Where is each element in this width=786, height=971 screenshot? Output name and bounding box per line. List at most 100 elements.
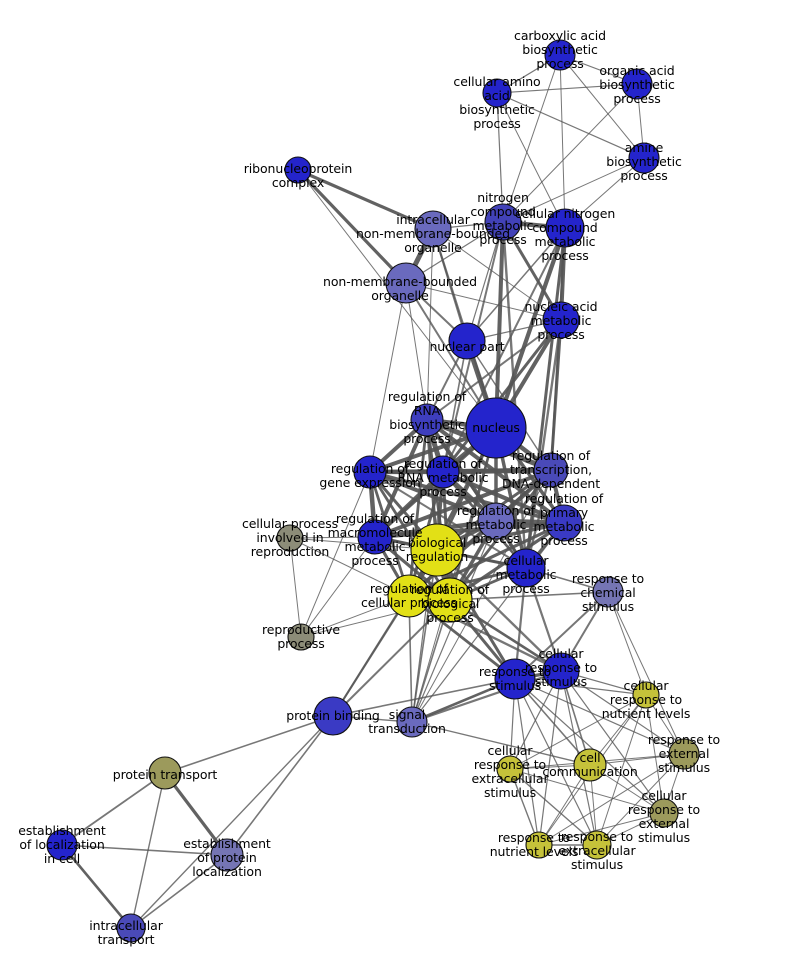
graph-edge (296, 168, 408, 285)
graph-node-signal_transduction[interactable]: signal transduction (396, 706, 428, 738)
graph-edge (332, 678, 516, 717)
graph-edge (411, 469, 552, 723)
graph-node-cell_communication[interactable]: cell communication (573, 748, 607, 782)
graph-edge (496, 92, 645, 159)
graph-edge (130, 854, 228, 929)
graph-node-regulation_of_macromolecule_metabolic_process[interactable]: regulation of macromolecule metabolic pr… (357, 519, 393, 555)
graph-node-nucleus[interactable]: nucleus (465, 397, 527, 459)
graph-node-carboxylic_acid_biosynthetic_process[interactable]: carboxylic acid biosynthetic process (544, 39, 576, 71)
graph-edge (559, 54, 566, 229)
graph-node-cellular_response_to_stimulus[interactable]: cellular response to stimulus (542, 652, 580, 690)
graph-edge (300, 471, 371, 638)
graph-edge (289, 537, 302, 638)
graph-edge (514, 678, 647, 696)
graph-edge (538, 670, 562, 846)
graph-node-cellular_response_to_external_stimulus[interactable]: cellular response to external stimulus (649, 798, 679, 828)
graph-edge (164, 715, 334, 774)
graph-edge (60, 843, 133, 930)
graph-edge (607, 591, 685, 755)
graph-node-response_to_external_stimulus[interactable]: response to external stimulus (668, 738, 700, 770)
graph-edge (442, 227, 566, 473)
graph-edge (494, 220, 505, 430)
graph-edge (426, 319, 562, 421)
graph-node-regulation_of_primary_metabolic_process[interactable]: regulation of primary metabolic process (545, 504, 583, 542)
graph-edge (514, 678, 685, 755)
graph-node-intracellular_transport[interactable]: intracellular transport (116, 913, 146, 943)
graph-node-regulation_of_biological_process[interactable]: regulation of biological process (427, 577, 473, 623)
graph-edge (332, 595, 410, 717)
graph-node-nucleic_acid_metabolic_process[interactable]: nucleic acid metabolic process (542, 301, 580, 339)
graph-edge (289, 537, 410, 597)
graph-node-intracellular_non_membrane_bounded_organelle[interactable]: intracellular non-membrane-bounded organ… (414, 210, 452, 248)
graph-node-cellular_process_involved_in_reproduction[interactable]: cellular process involved in reproductio… (276, 524, 304, 552)
graph-node-cellular_response_to_extracellular_stimulus[interactable]: cellular response to extracellular stimu… (496, 755, 524, 783)
graph-node-response_to_nutrient_levels[interactable]: response to nutrient levels (525, 831, 553, 859)
graph-edge (596, 694, 647, 846)
graph-node-protein_transport[interactable]: protein transport (148, 756, 182, 790)
graph-node-cellular_metabolic_process[interactable]: cellular metabolic process (506, 548, 546, 588)
graph-edge (538, 753, 685, 846)
graph-edge (163, 771, 229, 857)
graph-node-amine_biosynthetic_process[interactable]: amine biosynthetic process (628, 142, 660, 174)
graph-edge (559, 54, 645, 159)
graph-edge (560, 670, 685, 755)
graph-edge (449, 591, 609, 601)
graph-node-nitrogen_compound_metabolic_process[interactable]: nitrogen compound metabolic process (484, 203, 522, 241)
graph-edge (61, 844, 228, 856)
graph-node-regulation_of_transcription_dna_dependent[interactable]: regulation of transcription, DNA-depende… (533, 452, 569, 488)
graph-edge (496, 92, 504, 223)
graph-edge (509, 768, 540, 846)
graph-node-ribonucleoprotein_complex[interactable]: ribonucleoprotein complex (284, 156, 312, 184)
graph-node-regulation_of_cellular_process[interactable]: regulation of cellular process (387, 574, 431, 618)
graph-edge (411, 427, 497, 723)
graph-node-response_to_chemical_stimulus[interactable]: response to chemical stimulus (592, 576, 624, 608)
graph-node-cellular_nitrogen_compound_metabolic_process[interactable]: cellular nitrogen compound metabolic pro… (545, 208, 585, 248)
graph-node-non_membrane_bounded_organelle[interactable]: non-membrane-bounded organelle (385, 262, 427, 304)
graph-edge (435, 548, 563, 673)
graph-edge (509, 694, 647, 770)
graph-node-biological_regulation[interactable]: biological regulation (410, 523, 464, 577)
graph-node-regulation_of_metabolic_process[interactable]: regulation of metabolic process (477, 502, 515, 540)
graph-node-regulation_of_rna_biosynthetic_process[interactable]: regulation of RNA biosynthetic process (410, 403, 444, 437)
graph-node-organic_acid_biosynthetic_process[interactable]: organic acid biosynthetic process (621, 68, 653, 100)
graph-edge (369, 282, 407, 473)
graph-edge (514, 591, 609, 680)
graph-edge (405, 282, 562, 321)
graph-edge (405, 282, 428, 421)
graph-node-reproductive_process[interactable]: reproductive process (287, 623, 315, 651)
graph-edge (226, 715, 334, 856)
graph-node-nuclear_part[interactable]: nuclear part (448, 322, 486, 360)
graph-edge (410, 669, 563, 724)
graph-edge (596, 753, 685, 846)
graph-edge (407, 594, 517, 681)
graph-edge (466, 227, 566, 342)
graph-node-protein_binding[interactable]: protein binding (313, 696, 353, 736)
graph-edge (332, 599, 451, 717)
graph-node-regulation_of_gene_expression[interactable]: regulation of gene expression (353, 455, 387, 489)
graph-node-response_to_extracellular_stimulus[interactable]: response to extracellular stimulus (582, 830, 612, 860)
graph-node-establishment_of_protein_localization[interactable]: establishment of protein localization (210, 838, 244, 872)
graph-edge (440, 469, 567, 526)
graph-edge (538, 812, 665, 846)
graph-edge (411, 721, 591, 766)
graph-node-establishment_of_localization_in_cell[interactable]: establishment of localization in cell (46, 829, 78, 861)
graph-edge (367, 467, 554, 475)
graph-node-response_to_stimulus[interactable]: response to stimulus (494, 658, 536, 700)
node-layer: carboxylic acid biosynthetic process orga… (46, 39, 700, 943)
graph-node-regulation_of_rna_metabolic_process[interactable]: regulation of RNA metabolic process (426, 455, 460, 489)
graph-edge (411, 549, 438, 723)
graph-edge (502, 83, 638, 223)
graph-node-cellular_response_to_nutrient_levels[interactable]: cellular response to nutrient levels (632, 681, 660, 709)
graph-edge (368, 470, 566, 525)
graph-node-cellular_amino_acid_biosynthetic_process[interactable]: cellular amino acid biosynthetic process (482, 78, 512, 108)
graph-edge (448, 521, 566, 602)
graph-edge (130, 715, 334, 929)
graph-edge (61, 772, 166, 846)
graph-edge (509, 768, 665, 814)
graph-edge (645, 694, 665, 814)
graph-edge (607, 591, 647, 696)
graph-edge (502, 157, 645, 223)
edge-layer (60, 54, 685, 930)
